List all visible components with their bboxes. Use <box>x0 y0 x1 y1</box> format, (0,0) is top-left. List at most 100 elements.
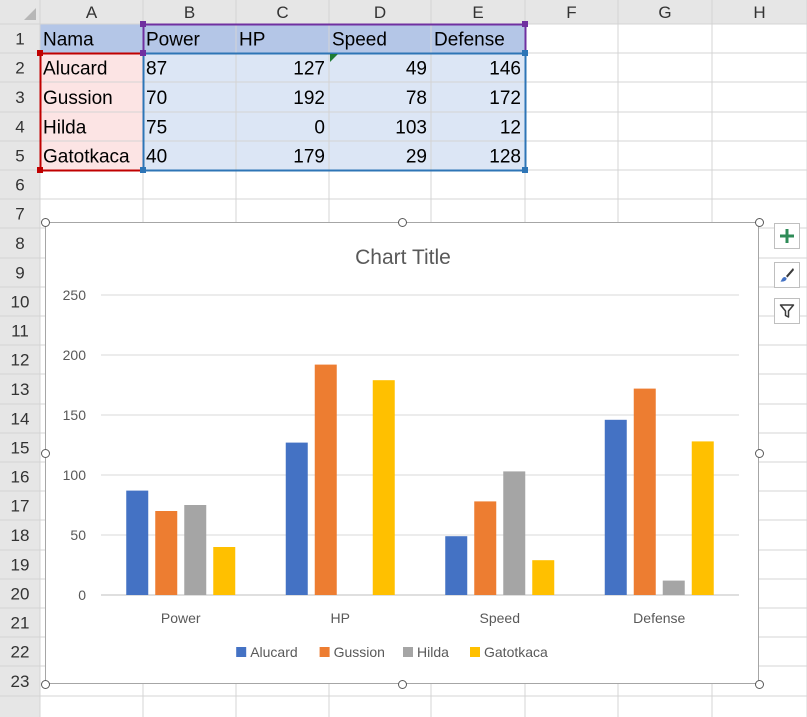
chart-title[interactable]: Chart Title <box>355 246 451 269</box>
cell-D2[interactable]: 49 <box>406 59 427 80</box>
cell-C5[interactable]: 179 <box>293 147 325 168</box>
bar-gussion-speed[interactable] <box>474 501 497 595</box>
chart-resize-handle[interactable] <box>397 679 407 689</box>
column-header-H[interactable]: H <box>753 3 765 22</box>
legend-swatch-gussion <box>319 647 330 657</box>
cell-E4[interactable]: 12 <box>500 118 521 139</box>
legend-entry-hilda[interactable]: Hilda <box>417 644 449 660</box>
cell-A1[interactable]: Nama <box>43 30 94 51</box>
row-header-20[interactable]: 20 <box>11 585 30 604</box>
x-tick-label: Power <box>161 610 201 626</box>
chart-resize-handle[interactable] <box>754 679 764 689</box>
column-header-B[interactable]: B <box>184 3 195 22</box>
legend-entry-gussion[interactable]: Gussion <box>334 644 385 660</box>
chart-resize-handle[interactable] <box>397 217 407 227</box>
y-tick-label: 0 <box>78 587 86 603</box>
cell-C1[interactable]: HP <box>239 30 265 51</box>
cell-E5[interactable]: 128 <box>489 147 521 168</box>
chart-resize-handle[interactable] <box>754 448 764 458</box>
chart-filters-button[interactable] <box>774 298 800 324</box>
column-header-C[interactable]: C <box>276 3 288 22</box>
cell-D5[interactable]: 29 <box>406 147 427 168</box>
cell-C4[interactable]: 0 <box>314 118 325 139</box>
row-header-16[interactable]: 16 <box>11 468 30 487</box>
cell-E3[interactable]: 172 <box>489 88 521 109</box>
cell-B3[interactable]: 70 <box>146 88 167 109</box>
row-header-7[interactable]: 7 <box>15 205 24 224</box>
chart-resize-handle[interactable] <box>40 448 50 458</box>
bar-alucard-power[interactable] <box>126 490 149 595</box>
bar-alucard-hp[interactable] <box>285 442 308 595</box>
row-header-15[interactable]: 15 <box>11 439 30 458</box>
row-header-2[interactable]: 2 <box>15 59 24 78</box>
bar-alucard-defense[interactable] <box>604 419 627 595</box>
x-tick-label: HP <box>331 610 350 626</box>
cell-B5[interactable]: 40 <box>146 147 167 168</box>
cell-A3[interactable]: Gussion <box>43 88 113 109</box>
bar-hilda-speed[interactable] <box>503 471 526 595</box>
column-header-F[interactable]: F <box>566 3 576 22</box>
cell-A5[interactable]: Gatotkaca <box>43 147 130 168</box>
chart-resize-handle[interactable] <box>754 217 764 227</box>
cell-D4[interactable]: 103 <box>395 118 427 139</box>
bar-gatotkaca-defense[interactable] <box>691 441 714 595</box>
error-indicator-icon[interactable] <box>330 54 338 62</box>
row-header-10[interactable]: 10 <box>11 293 30 312</box>
chart-elements-button[interactable] <box>774 223 800 249</box>
row-header-19[interactable]: 19 <box>11 556 30 575</box>
row-header-23[interactable]: 23 <box>11 672 30 691</box>
row-header-18[interactable]: 18 <box>11 526 30 545</box>
chart-resize-handle[interactable] <box>40 679 50 689</box>
row-header-3[interactable]: 3 <box>15 88 24 107</box>
row-header-4[interactable]: 4 <box>15 118 24 137</box>
row-header-11[interactable]: 11 <box>11 322 29 341</box>
select-all-icon[interactable] <box>24 8 36 20</box>
cell-E1[interactable]: Defense <box>434 30 505 51</box>
bar-gatotkaca-hp[interactable] <box>372 380 395 595</box>
column-header-G[interactable]: G <box>658 3 671 22</box>
legend-entry-gatotkaca[interactable]: Gatotkaca <box>484 644 548 660</box>
column-header-E[interactable]: E <box>472 3 483 22</box>
series-name-range <box>143 24 525 53</box>
filter-icon <box>779 303 795 319</box>
chart-area[interactable]: Chart Title 0 50 100 150 200 250 Power HP Speed De… <box>45 222 759 684</box>
bar-hilda-power[interactable] <box>184 505 207 595</box>
cell-B2[interactable]: 87 <box>146 59 167 80</box>
cell-B1[interactable]: Power <box>146 30 201 51</box>
cell-D3[interactable]: 78 <box>406 88 427 109</box>
row-header-1[interactable]: 1 <box>15 30 24 49</box>
bar-gatotkaca-speed[interactable] <box>532 560 555 595</box>
cell-C2[interactable]: 127 <box>293 59 325 80</box>
chart-resize-handle[interactable] <box>40 217 50 227</box>
row-header-22[interactable]: 22 <box>11 643 30 662</box>
header-row-a1 <box>40 24 143 53</box>
bar-alucard-speed[interactable] <box>445 536 468 595</box>
row-header-8[interactable]: 8 <box>15 234 24 253</box>
column-header-A[interactable]: A <box>86 3 98 22</box>
row-header-5[interactable]: 5 <box>15 147 24 166</box>
bar-hilda-defense[interactable] <box>662 580 685 595</box>
row-header-9[interactable]: 9 <box>15 264 24 283</box>
y-tick-label: 250 <box>63 287 87 303</box>
legend-entry-alucard[interactable]: Alucard <box>250 644 297 660</box>
cell-D1[interactable]: Speed <box>332 30 387 51</box>
bar-gussion-defense[interactable] <box>633 388 656 595</box>
bar-gatotkaca-power[interactable] <box>213 547 236 595</box>
bar-gussion-power[interactable] <box>155 511 178 595</box>
row-header-12[interactable]: 12 <box>11 351 30 370</box>
bar-gussion-hp[interactable] <box>314 364 337 595</box>
plus-icon <box>779 228 795 244</box>
column-header-D[interactable]: D <box>374 3 386 22</box>
chart-styles-button[interactable] <box>774 262 800 288</box>
row-header-14[interactable]: 14 <box>11 410 30 429</box>
cell-A4[interactable]: Hilda <box>43 118 87 139</box>
cell-A2[interactable]: Alucard <box>43 59 107 80</box>
row-header-13[interactable]: 13 <box>11 380 30 399</box>
row-header-6[interactable]: 6 <box>15 176 24 195</box>
row-header-21[interactable]: 21 <box>11 614 30 633</box>
x-tick-label: Speed <box>480 610 520 626</box>
cell-C3[interactable]: 192 <box>293 88 325 109</box>
row-header-17[interactable]: 17 <box>11 497 30 516</box>
cell-E2[interactable]: 146 <box>489 59 521 80</box>
cell-B4[interactable]: 75 <box>146 118 167 139</box>
